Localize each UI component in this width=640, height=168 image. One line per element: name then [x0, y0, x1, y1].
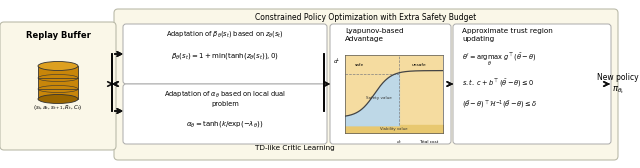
- Text: $(\bar{\theta} - \theta)^\top \mathcal{H}^{-1}(\bar{\theta} - \theta) \leq \delt: $(\bar{\theta} - \theta)^\top \mathcal{H…: [462, 99, 538, 111]
- Text: safe: safe: [355, 63, 364, 67]
- Text: New policy: New policy: [597, 74, 639, 82]
- Text: unsafe: unsafe: [411, 63, 426, 67]
- Text: $s.t.\; c + b^\top(\bar{\theta} - \theta) \leq 0$: $s.t.\; c + b^\top(\bar{\theta} - \theta…: [462, 77, 534, 89]
- Text: Safety value: Safety value: [367, 96, 392, 100]
- Text: Adaptation of $\beta_\theta(s_t)$ based on $z_\theta(s_t)$: Adaptation of $\beta_\theta(s_t)$ based …: [166, 29, 284, 39]
- Text: $\pi_{\theta_t}$: $\pi_{\theta_t}$: [612, 84, 624, 96]
- Text: Adaptation of $\alpha_\theta$ based on local dual: Adaptation of $\alpha_\theta$ based on l…: [164, 90, 286, 100]
- FancyBboxPatch shape: [330, 24, 451, 144]
- Text: $(s_t, a_t, s_{t+1}, R_t, C_t)$: $(s_t, a_t, s_{t+1}, R_t, C_t)$: [33, 103, 83, 113]
- Text: Replay Buffer: Replay Buffer: [26, 31, 90, 39]
- Text: Constrained Policy Optimization with Extra Safety Budget: Constrained Policy Optimization with Ext…: [255, 13, 477, 23]
- Polygon shape: [38, 66, 78, 99]
- FancyBboxPatch shape: [453, 24, 611, 144]
- Text: TD-like Critic Learning: TD-like Critic Learning: [255, 145, 335, 151]
- FancyBboxPatch shape: [114, 9, 618, 160]
- Text: Viability value: Viability value: [380, 127, 408, 131]
- FancyBboxPatch shape: [0, 22, 116, 150]
- Text: $d^L$: $d^L$: [333, 57, 341, 66]
- Text: Total cost: Total cost: [419, 140, 438, 144]
- Text: $\beta_\theta(s_t) = 1 + \min(\tanh(z_\theta(s_t)), 0)$: $\beta_\theta(s_t) = 1 + \min(\tanh(z_\t…: [171, 51, 279, 61]
- FancyBboxPatch shape: [123, 84, 327, 144]
- Text: $\theta' = \underset{\theta}{\mathrm{argmax}}\; g^\top(\bar{\theta} - \theta)$: $\theta' = \underset{\theta}{\mathrm{arg…: [462, 52, 537, 68]
- Text: Lyapunov-based
Advantage: Lyapunov-based Advantage: [345, 28, 404, 42]
- FancyBboxPatch shape: [123, 24, 327, 84]
- Text: problem: problem: [211, 101, 239, 107]
- Text: $\alpha_\theta = \tanh(k/\exp(-\lambda_\theta))$: $\alpha_\theta = \tanh(k/\exp(-\lambda_\…: [186, 119, 264, 129]
- Ellipse shape: [38, 61, 78, 71]
- Text: Approximate trust region
updating: Approximate trust region updating: [462, 28, 553, 42]
- Ellipse shape: [38, 94, 78, 103]
- Text: $d_c$: $d_c$: [396, 139, 402, 146]
